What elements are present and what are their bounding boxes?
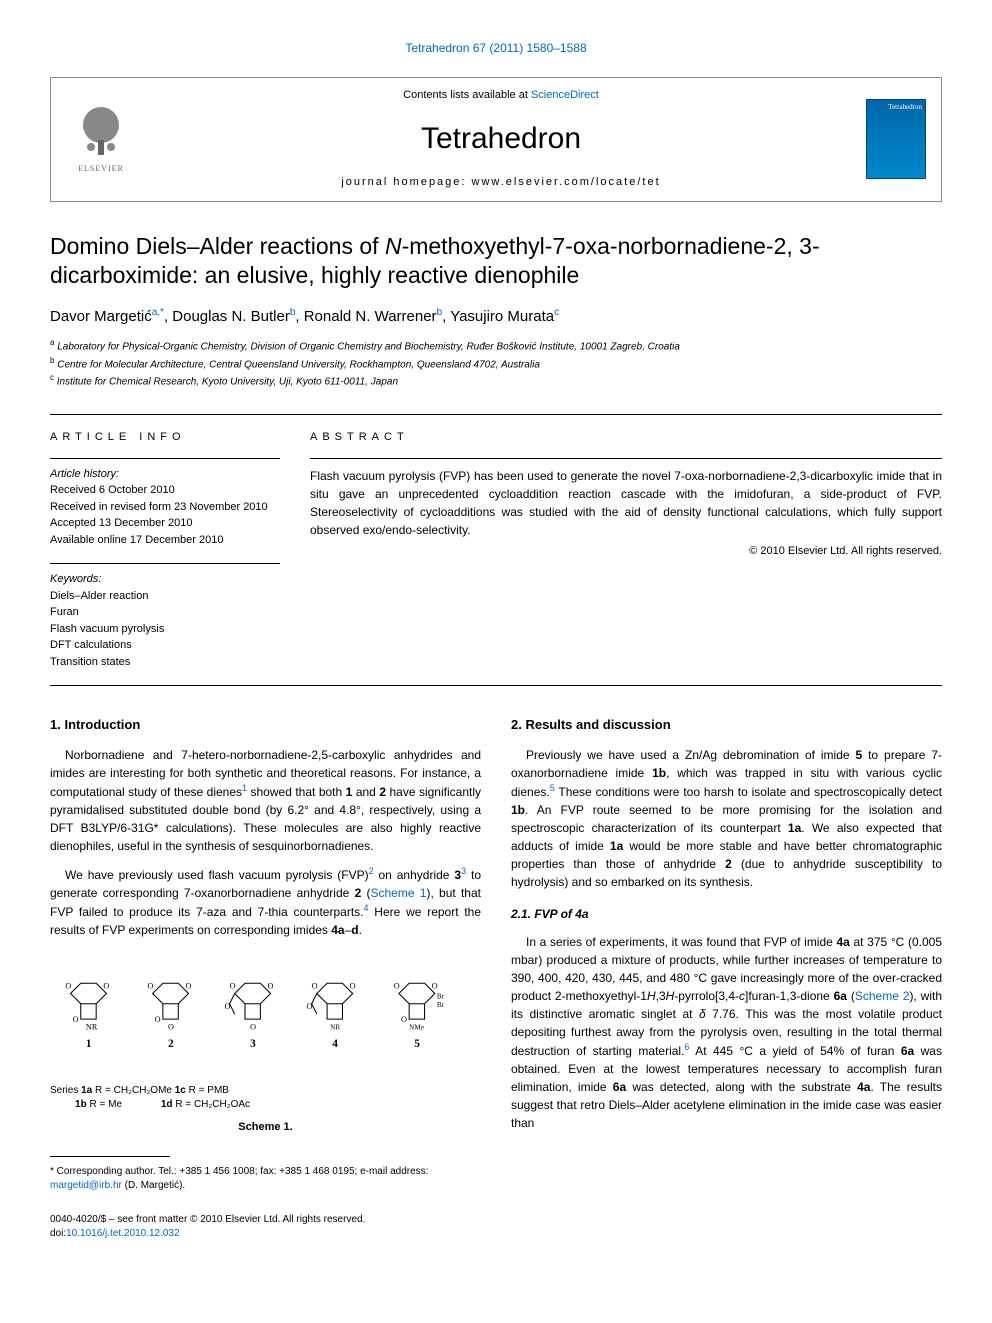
svg-text:O: O	[432, 982, 438, 991]
author-4-sup: c	[554, 307, 559, 318]
contents-available: Contents lists available at ScienceDirec…	[136, 88, 866, 103]
contents-text: Contents lists available at	[403, 89, 531, 101]
authors-line: Davor Margetića,*, Douglas N. Butlerb, R…	[50, 306, 942, 327]
svg-text:1: 1	[86, 1038, 92, 1050]
aff-b: Centre for Molecular Architecture, Centr…	[54, 359, 539, 370]
history-revised: Received in revised form 23 November 201…	[50, 499, 280, 516]
footnote-divider	[50, 1156, 170, 1157]
affiliations: a Laboratory for Physical-Organic Chemis…	[50, 337, 942, 389]
keyword-1: Diels–Alder reaction	[50, 588, 280, 605]
keywords-block: Keywords: Diels–Alder reaction Furan Fla…	[50, 563, 280, 670]
svg-text:NR: NR	[86, 1023, 98, 1032]
svg-text:O: O	[65, 982, 71, 991]
svg-text:O: O	[250, 1023, 256, 1032]
svg-text:O: O	[401, 1015, 407, 1024]
sec21-heading: 2.1. FVP of 4a	[511, 906, 942, 923]
svg-text:O: O	[312, 982, 318, 991]
author-1-sup: a,*	[152, 307, 164, 318]
header-center: Contents lists available at ScienceDirec…	[136, 88, 866, 191]
doi-label: doi:	[50, 1228, 66, 1239]
svg-text:Br: Br	[437, 993, 445, 1001]
journal-header: ELSEVIER Contents lists available at Sci…	[50, 77, 942, 202]
elsevier-tree-icon	[76, 105, 126, 160]
scheme1-series: Series 1a R = CH₂CH₂OMe 1c R = PMB 1b R …	[50, 1084, 481, 1112]
keyword-4: DFT calculations	[50, 637, 280, 654]
sec2-para1: Previously we have used a Zn/Ag debromin…	[511, 746, 942, 891]
svg-text:O: O	[155, 1015, 161, 1024]
sec1-para1: Norbornadiene and 7-hetero-norbornadiene…	[50, 746, 481, 855]
svg-text:NMe: NMe	[409, 1024, 424, 1032]
sec2-heading: 2. Results and discussion	[511, 716, 942, 734]
svg-text:O: O	[73, 1015, 79, 1024]
svg-text:Br: Br	[437, 1001, 445, 1009]
email-link[interactable]: margetid@irb.hr	[50, 1180, 122, 1191]
author-1[interactable]: Davor Margetić	[50, 308, 152, 325]
svg-text:NR: NR	[330, 1024, 340, 1032]
footer-copyright: 0040-4020/$ – see front matter © 2010 El…	[50, 1213, 481, 1227]
abstract-copyright: © 2010 Elsevier Ltd. All rights reserved…	[310, 544, 942, 559]
info-abstract-container: ARTICLE INFO Article history: Received 6…	[50, 414, 942, 686]
keyword-5: Transition states	[50, 654, 280, 671]
svg-text:O: O	[394, 982, 400, 991]
article-info-block: ARTICLE INFO Article history: Received 6…	[50, 430, 280, 670]
abstract-text: Flash vacuum pyrolysis (FVP) has been us…	[310, 458, 942, 539]
svg-text:5: 5	[414, 1038, 420, 1050]
scheme1-link[interactable]: Scheme 1	[371, 886, 427, 900]
svg-text:O: O	[168, 1023, 174, 1032]
scheme1-caption: Scheme 1.	[50, 1120, 481, 1135]
svg-text:O: O	[350, 982, 356, 991]
sec21-para1: In a series of experiments, it was found…	[511, 933, 942, 1132]
cover-text: Tetrahedron	[888, 103, 922, 113]
abstract-label: ABSTRACT	[310, 430, 942, 445]
left-column: 1. Introduction Norbornadiene and 7-hete…	[50, 716, 481, 1241]
history-online: Available online 17 December 2010	[50, 532, 280, 549]
doi-link[interactable]: 10.1016/j.tet.2010.12.032	[66, 1228, 179, 1239]
abstract-block: ABSTRACT Flash vacuum pyrolysis (FVP) ha…	[310, 430, 942, 670]
keyword-2: Furan	[50, 604, 280, 621]
elsevier-logo[interactable]: ELSEVIER	[66, 99, 136, 179]
title-italic-N: N	[385, 233, 402, 259]
journal-homepage[interactable]: journal homepage: www.elsevier.com/locat…	[136, 175, 866, 190]
article-title: Domino Diels–Alder reactions of N-methox…	[50, 232, 942, 292]
svg-text:O: O	[268, 982, 274, 991]
svg-text:O: O	[307, 1002, 313, 1011]
footer-info: 0040-4020/$ – see front matter © 2010 El…	[50, 1213, 481, 1241]
svg-text:O: O	[147, 982, 153, 991]
top-citation-link[interactable]: Tetrahedron 67 (2011) 1580–1588	[50, 40, 942, 57]
svg-text:O: O	[230, 982, 236, 991]
svg-text:O: O	[224, 1002, 230, 1011]
author-3[interactable]: , Ronald N. Warrener	[295, 308, 436, 325]
history-block: Article history: Received 6 October 2010…	[50, 458, 280, 548]
right-column: 2. Results and discussion Previously we …	[511, 716, 942, 1241]
journal-cover-thumbnail[interactable]: Tetrahedron	[866, 99, 926, 179]
svg-text:4: 4	[332, 1038, 338, 1050]
scheme-1: O O NR O 1 O O O O 2	[50, 954, 481, 1136]
author-4[interactable]: , Yasujiro Murata	[442, 308, 554, 325]
aff-c: Institute for Chemical Research, Kyoto U…	[54, 376, 398, 387]
elsevier-text: ELSEVIER	[78, 163, 124, 174]
scheme-1-svg: O O NR O 1 O O O O 2	[50, 954, 481, 1074]
sec1-para2: We have previously used flash vacuum pyr…	[50, 865, 481, 939]
svg-text:2: 2	[168, 1038, 174, 1050]
svg-text:O: O	[103, 982, 109, 991]
title-part1: Domino Diels–Alder reactions of	[50, 233, 385, 259]
history-received: Received 6 October 2010	[50, 482, 280, 499]
article-info-label: ARTICLE INFO	[50, 430, 280, 445]
author-2[interactable]: , Douglas N. Butler	[164, 308, 290, 325]
history-accepted: Accepted 13 December 2010	[50, 515, 280, 532]
aff-a: Laboratory for Physical-Organic Chemistr…	[54, 342, 679, 353]
scheme2-link[interactable]: Scheme 2	[855, 989, 910, 1003]
sec1-heading: 1. Introduction	[50, 716, 481, 734]
sciencedirect-link[interactable]: ScienceDirect	[531, 89, 599, 101]
svg-text:3: 3	[250, 1038, 256, 1050]
journal-name: Tetrahedron	[136, 118, 866, 160]
keyword-3: Flash vacuum pyrolysis	[50, 621, 280, 638]
corresponding-author-footnote: * Corresponding author. Tel.: +385 1 456…	[50, 1165, 481, 1193]
keywords-label: Keywords:	[50, 572, 280, 587]
history-label: Article history:	[50, 467, 280, 482]
body-two-column: 1. Introduction Norbornadiene and 7-hete…	[50, 716, 942, 1241]
svg-text:O: O	[185, 982, 191, 991]
